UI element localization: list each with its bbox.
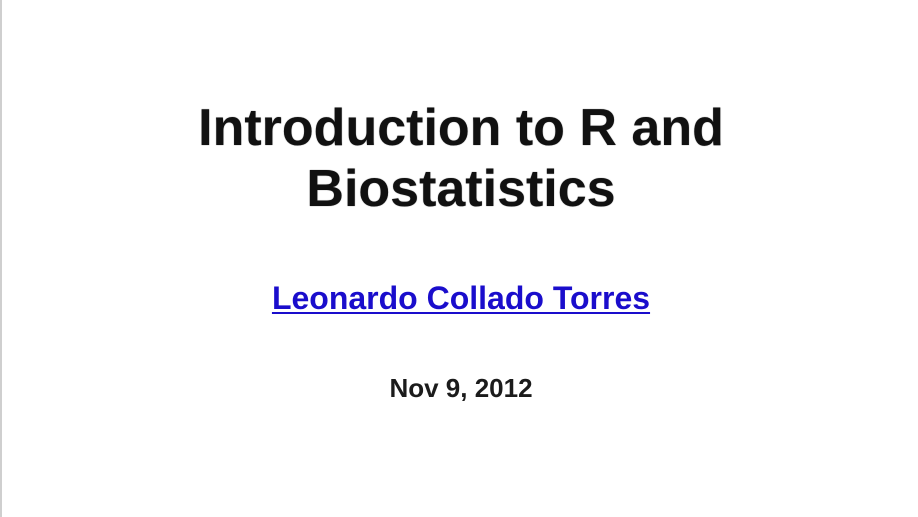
- author-link[interactable]: Leonardo Collado Torres: [271, 280, 651, 316]
- slide-title: Introduction to R and Biostatistics: [2, 98, 918, 220]
- slide-title-line-1: Introduction to R and: [198, 99, 724, 157]
- slide-title-line-2: Biostatistics: [306, 160, 616, 218]
- author-container: Leonardo Collado Torres: [2, 278, 918, 318]
- presentation-date: Nov 9, 2012: [389, 373, 533, 403]
